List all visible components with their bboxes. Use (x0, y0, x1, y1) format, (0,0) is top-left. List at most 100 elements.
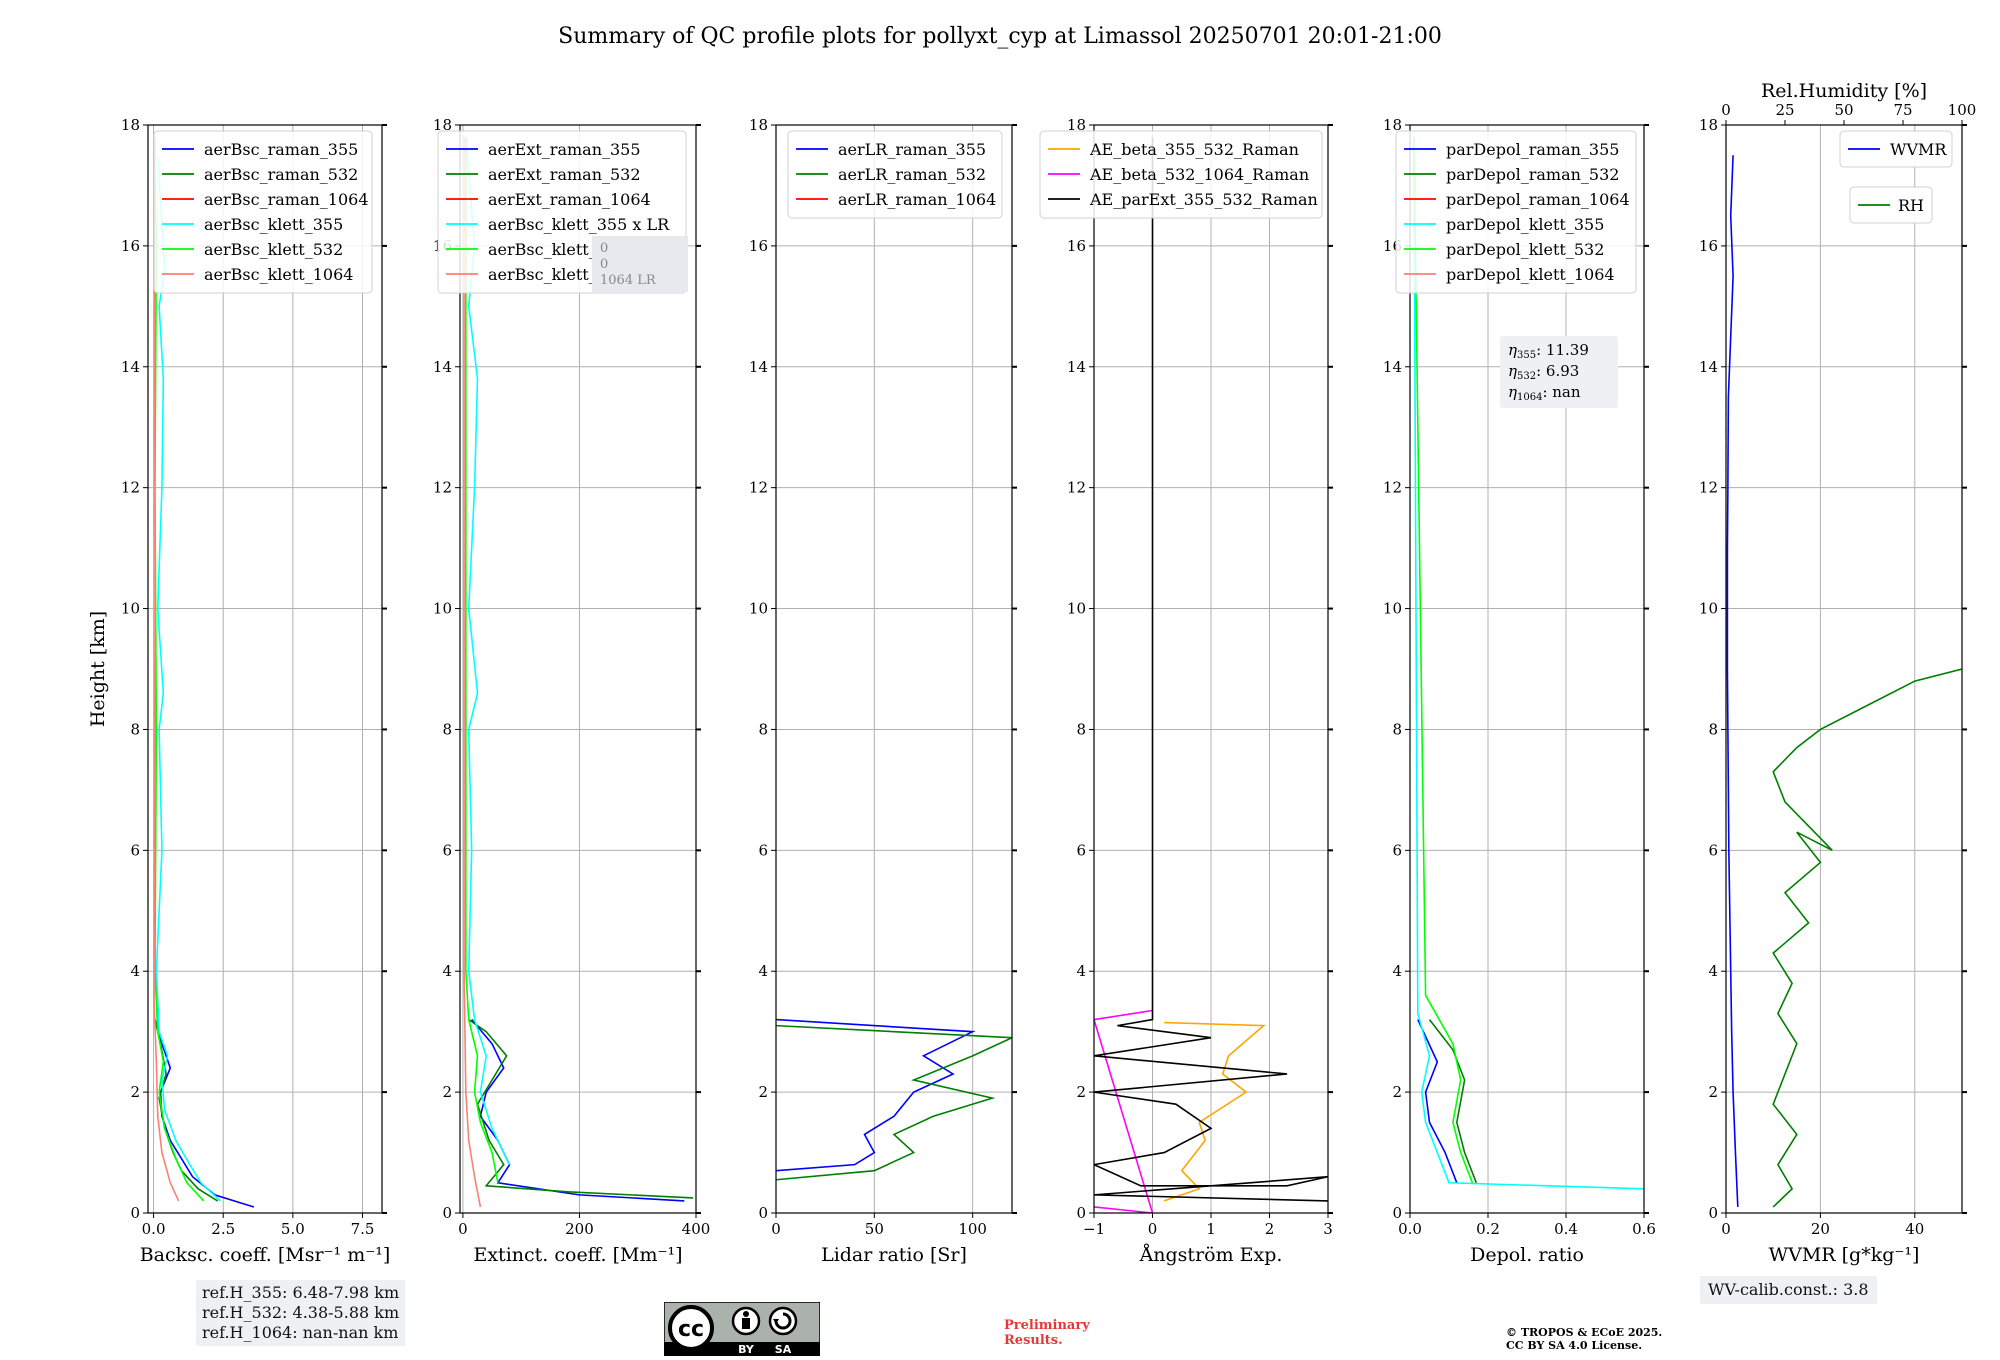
copyright-line-1: © TROPOS & ECoE 2025. (1506, 1326, 1663, 1339)
y-tick-label: 18 (1383, 116, 1402, 134)
eta-532: η532: 6.93 (1508, 362, 1579, 382)
y-tick-label: 12 (121, 479, 140, 497)
hidden-box-bg (592, 236, 688, 292)
figure-title: Summary of QC profile plots for pollyxt_… (558, 24, 1442, 49)
series-line-parDepol_klett_355 (1413, 137, 1644, 1190)
preliminary-line-1: Preliminary (1004, 1318, 1090, 1333)
axes-frame (775, 124, 1013, 1214)
x-tick-label: 2.5 (211, 1220, 235, 1238)
chart-panel-3: 0 2 4 6 8 10 12 14 16 18 0 50 100 Lidar ratio [Sr] aer… (749, 116, 1017, 1266)
legend-label: AE_beta_355_532_Raman (1089, 140, 1299, 159)
legend-label: WVMR (1890, 140, 1947, 159)
reference-height-box: ref.H_355: 6.48-7.98 km ref.H_532: 4.38-… (196, 1280, 406, 1346)
ref-height-532: ref.H_532: 4.38-5.88 km (202, 1303, 400, 1322)
y-tick-label: 8 (1076, 720, 1086, 738)
x-tick-label: 3 (1323, 1220, 1333, 1238)
y-tick-label: 4 (758, 962, 768, 980)
top-x-tick-label: 100 (1948, 101, 1977, 119)
legend-label: aerBsc_klett_355 (204, 215, 343, 234)
legend-label: aerBsc_klett_532 (204, 240, 343, 259)
eta-1064: η1064: nan (1508, 383, 1581, 403)
y-tick-label: 2 (758, 1083, 768, 1101)
y-tick-label: 8 (442, 720, 452, 738)
ref-height-355: ref.H_355: 6.48-7.98 km (202, 1283, 400, 1302)
y-tick-label: 0 (442, 1204, 452, 1222)
y-tick-label: 18 (121, 116, 140, 134)
hidden-box-text: 1064 LR (600, 273, 657, 288)
legend-box (1395, 130, 1637, 294)
legend-label: parDepol_klett_1064 (1446, 265, 1615, 284)
axes-frame (147, 124, 383, 1214)
y-tick-label: 4 (1076, 962, 1086, 980)
y-tick-label: 12 (1699, 479, 1718, 497)
series-line-aerBsc_klett_1064 x LR (463, 137, 482, 1208)
hidden-box-text: 0 (600, 257, 608, 272)
x-axis-label: Depol. ratio (1470, 1244, 1584, 1266)
y-tick-label: 6 (130, 841, 140, 859)
x-tick-label: 400 (682, 1220, 711, 1238)
x-tick-label: 200 (565, 1220, 594, 1238)
y-tick-label: 0 (1076, 1204, 1086, 1222)
series-line-aerLR_raman_355 (776, 1018, 976, 1172)
y-tick-label: 14 (121, 358, 140, 376)
x-tick-label: 50 (865, 1220, 884, 1238)
chart-panel-2: 0246810121416180200400Extinct. coeff. [M… (433, 116, 710, 1266)
y-tick-label: 18 (433, 116, 452, 134)
y-tick-label: 4 (1708, 962, 1718, 980)
legend-box (153, 130, 373, 294)
y-tick-label: 16 (121, 237, 140, 255)
x-tick-label: 0 (1148, 1220, 1158, 1238)
legend-box (1849, 186, 1933, 224)
y-tick-label: 12 (1383, 479, 1402, 497)
series-line-aerBsc_klett_355 x LR (465, 137, 511, 1165)
cc-badge-sa: SA (775, 1343, 792, 1356)
y-tick-label: 6 (1392, 841, 1402, 859)
legend-label: parDepol_klett_532 (1446, 240, 1604, 259)
x-tick-label: 100 (958, 1220, 987, 1238)
top-x-tick-label: 75 (1893, 101, 1912, 119)
series-line-aerExt_raman_355 (471, 1019, 685, 1202)
copyright-line-2: CC BY SA 4.0 License. (1506, 1339, 1643, 1352)
share-alike-icon (768, 1306, 798, 1336)
x-axis-label: WVMR [g*kg⁻¹] (1769, 1244, 1920, 1266)
wv-calib-box: WV-calib.const.: 3.8 (1700, 1276, 1877, 1304)
series-line-parDepol_raman_532 (1428, 1019, 1478, 1184)
legend-label: AE_beta_532_1064_Raman (1089, 165, 1309, 184)
y-tick-label: 6 (1708, 841, 1718, 859)
y-tick-label: 0 (758, 1204, 768, 1222)
x-tick-label: 0 (1721, 1220, 1731, 1238)
x-axis-label: Ångström Exp. (1139, 1244, 1283, 1266)
y-tick-label: 2 (442, 1083, 452, 1101)
x-tick-label: 5.0 (281, 1220, 305, 1238)
y-tick-label: 0 (1392, 1204, 1402, 1222)
series-line-aerExt_raman_532 (468, 1018, 694, 1199)
x-tick-label: −1 (1083, 1220, 1105, 1238)
y-tick-label: 6 (442, 841, 452, 859)
y-tick-label: 12 (749, 479, 768, 497)
y-tick-label: 16 (1699, 237, 1718, 255)
legend-label: RH (1898, 196, 1924, 215)
y-tick-label: 18 (1067, 116, 1086, 134)
series-line-RH (1772, 668, 1962, 1208)
legend-label: aerExt_raman_1064 (488, 190, 651, 209)
legend-label: AE_parExt_355_532_Raman (1089, 190, 1318, 209)
series-line-WVMR (1726, 155, 1739, 1207)
y-axis-label: Height [km] (87, 611, 109, 727)
y-tick-label: 2 (1392, 1083, 1402, 1101)
x-tick-label: 2 (1265, 1220, 1275, 1238)
legend-label: parDepol_klett_355 (1446, 215, 1604, 234)
legend-label: aerBsc_klett_1064 (204, 265, 353, 284)
x-axis-label: Extinct. coeff. [Mm⁻¹] (473, 1244, 682, 1266)
y-tick-label: 8 (1392, 720, 1402, 738)
y-tick-label: 8 (130, 720, 140, 738)
legend-label: parDepol_raman_532 (1446, 165, 1619, 184)
y-tick-label: 14 (1699, 358, 1718, 376)
series-line-parDepol_raman_355 (1417, 1019, 1458, 1184)
legend-wvmr: WVMR (1839, 130, 1953, 168)
series-line-aerBsc_klett_1064 (153, 137, 180, 1202)
y-tick-label: 2 (1708, 1083, 1718, 1101)
y-tick-label: 0 (130, 1204, 140, 1222)
axes-frame (1725, 124, 1963, 1214)
legend-box (1839, 130, 1953, 168)
